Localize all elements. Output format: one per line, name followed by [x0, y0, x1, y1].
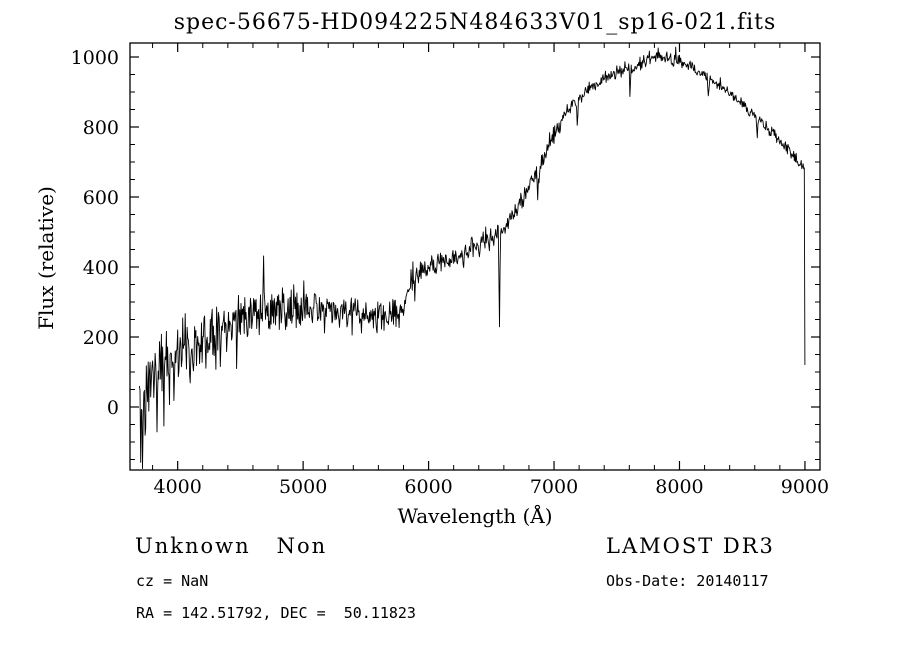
svg-text:1000: 1000 [71, 47, 119, 69]
svg-text:9000: 9000 [781, 476, 829, 498]
svg-text:7000: 7000 [530, 476, 578, 498]
svg-text:5000: 5000 [279, 476, 327, 498]
annotation-ra-dec: RA = 142.51792, DEC = 50.11823 [136, 604, 416, 622]
annotation-class: Unknown Non [135, 534, 328, 558]
svg-text:4000: 4000 [153, 476, 201, 498]
svg-text:600: 600 [83, 187, 119, 209]
svg-text:800: 800 [83, 117, 119, 139]
svg-text:200: 200 [83, 327, 119, 349]
spectrum-trace [138, 46, 806, 470]
annotation-cz: cz = NaN [136, 572, 209, 590]
svg-text:400: 400 [83, 257, 119, 279]
svg-text:8000: 8000 [655, 476, 703, 498]
chart-title: spec-56675-HD094225N484633V01_sp16-021.f… [173, 10, 777, 35]
annotation-obs-date: Obs-Date: 20140117 [606, 572, 769, 590]
x-axis-label: Wavelength (Å) [397, 504, 553, 528]
svg-text:0: 0 [107, 397, 119, 419]
svg-text:6000: 6000 [404, 476, 452, 498]
annotation-survey: LAMOST DR3 [606, 534, 775, 558]
